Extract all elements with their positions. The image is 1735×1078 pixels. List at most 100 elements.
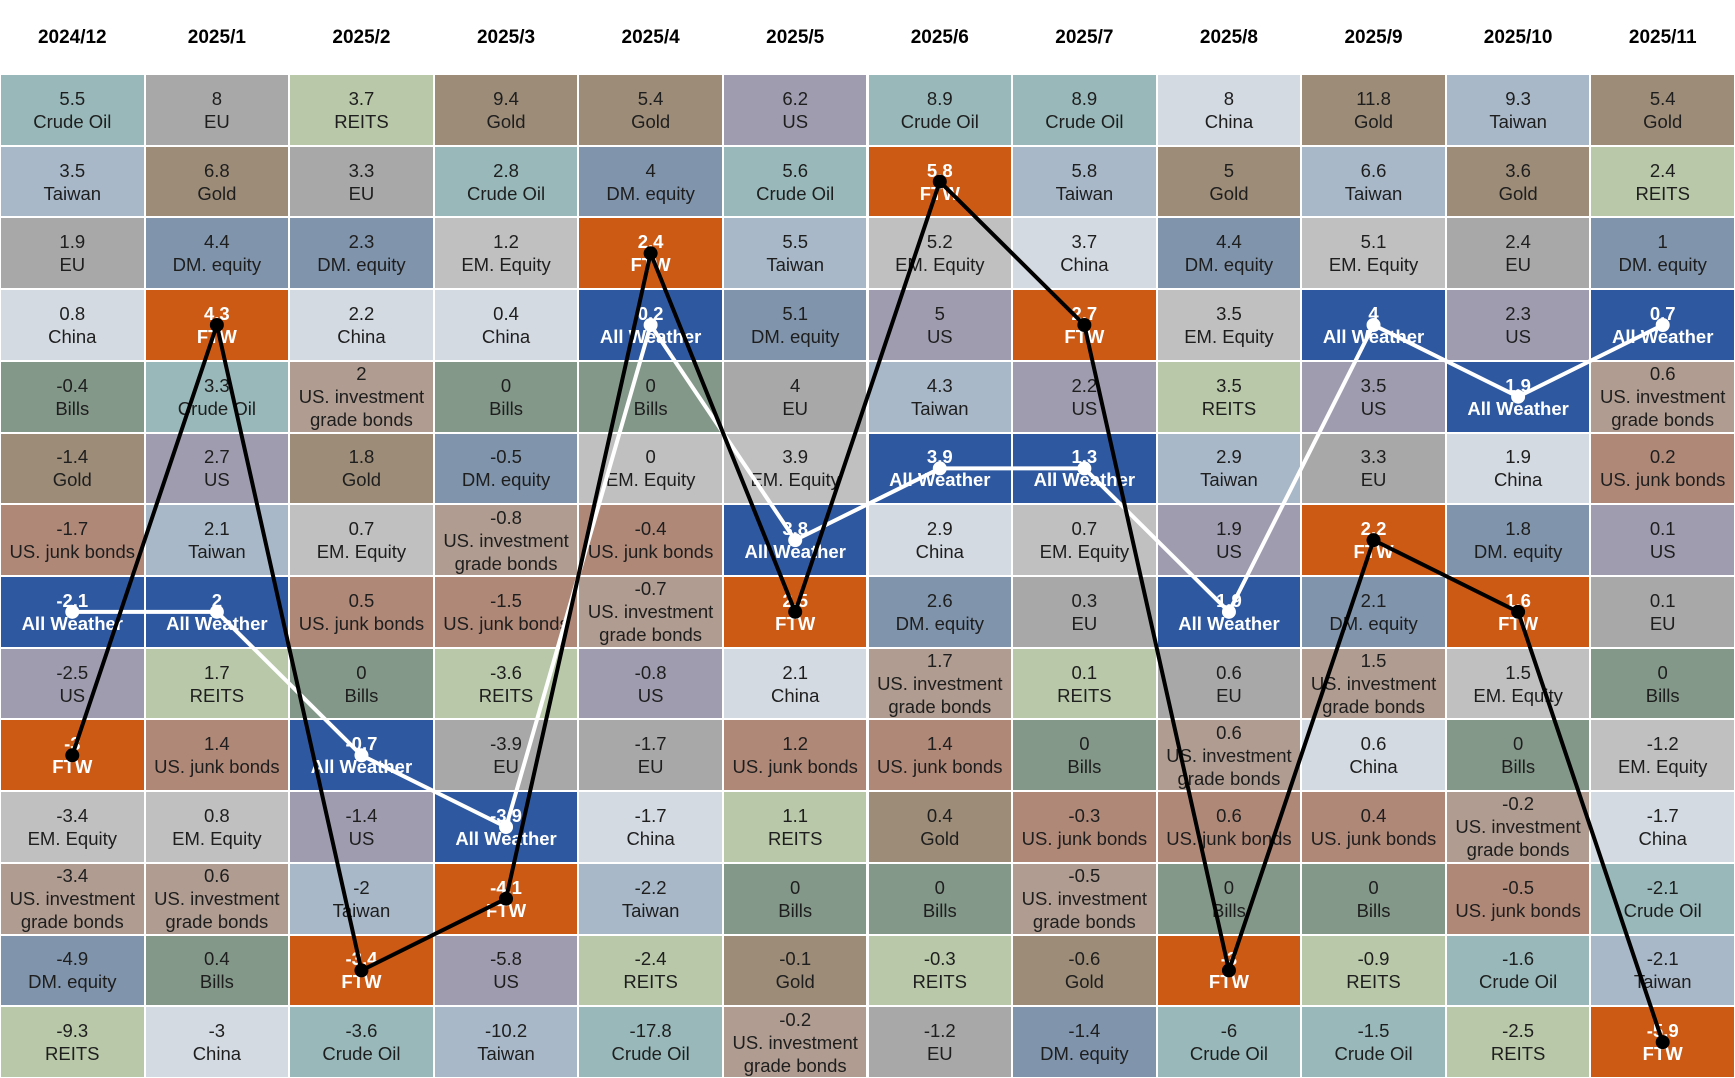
month-label: 2025/5 — [766, 27, 825, 48]
cell-label: Gold — [775, 971, 815, 993]
cell-gold: 9.4 Gold — [434, 75, 578, 145]
cell-value: 3.8 — [782, 518, 809, 540]
cell-label: US. investment — [1455, 816, 1581, 838]
cell-label: grade bonds — [743, 1054, 847, 1076]
cell-em-equity: 1.5 EM. Equity — [1446, 648, 1590, 719]
cell-value: 0 — [934, 876, 945, 898]
cell-label: Taiwan — [477, 1043, 535, 1065]
cell-label: US — [1649, 541, 1676, 563]
cell-us: 2.2 US — [1013, 361, 1156, 432]
cell-value: 3.3 — [348, 159, 375, 181]
cell-label: US — [493, 971, 519, 993]
cell-dm-equity: -0.5 DM. equity — [434, 433, 578, 504]
cell-reits: 1.1 REITS — [723, 792, 867, 862]
cell-eu: 1.9 EU — [1, 218, 144, 289]
cell-dm-equity: 4.4 DM. equity — [145, 218, 289, 289]
cell-gold: -0.6 Gold — [1013, 935, 1156, 1006]
cell-value: 0.7 — [348, 518, 375, 540]
cell-label: China — [771, 684, 820, 706]
cell-em-equity: 3.9 EM. Equity — [723, 433, 867, 504]
cell-reits: -2.5 REITS — [1446, 1007, 1590, 1077]
cell-value: 3.3 — [1360, 446, 1387, 468]
cell-label: US. junk bonds — [443, 612, 569, 634]
cell-value: 1.8 — [348, 446, 375, 468]
cell-label: grade bonds — [599, 624, 703, 646]
cell-label: Crude Oil — [1623, 899, 1702, 921]
cell-value: -0.7 — [634, 578, 667, 600]
cell-value: 1.9 — [1505, 374, 1531, 396]
cell-all-weather: 2 All Weather — [145, 577, 289, 647]
month-label: 2025/3 — [476, 27, 536, 48]
cell-em-equity: 3.5 EM. Equity — [1157, 290, 1301, 360]
cell-value: -10.2 — [484, 1020, 528, 1042]
month-label: 2024/12 — [37, 27, 107, 48]
cell-label: FTW — [341, 971, 382, 993]
cell-us-junk-bonds: -0.3 US. junk bonds — [1013, 792, 1156, 862]
cell-label: EM. Equity — [895, 254, 985, 276]
cell-value: 2.1 — [204, 518, 230, 540]
cell-gold: 3.6 Gold — [1446, 146, 1590, 217]
cell-value: 0.7 — [1649, 302, 1676, 324]
cell-label: DM. equity — [317, 254, 406, 276]
cell-value: 2.1 — [1360, 589, 1387, 611]
month-label: 2025/7 — [1055, 27, 1114, 48]
cell-reits: -0.3 REITS — [868, 935, 1012, 1006]
cell-value: 4.3 — [204, 302, 230, 324]
cell-label: grade bonds — [1466, 839, 1570, 861]
cell-all-weather: 1.9 All Weather — [1157, 577, 1301, 647]
cell-label: EM. Equity — [316, 541, 407, 563]
cell-value: -1.7 — [634, 733, 667, 755]
cell-crude-oil: -2.1 Crude Oil — [1591, 863, 1734, 934]
cell-label: Bills — [55, 397, 90, 419]
cell-label: DM. equity — [1329, 612, 1418, 634]
cell-label: EU — [1505, 254, 1531, 276]
cell-value: 1.7 — [204, 661, 230, 683]
cell-label: China — [1493, 469, 1543, 491]
cell-gold: 5.4 Gold — [1591, 75, 1734, 145]
cell-value: 0.4 — [204, 948, 230, 970]
cell-bills: 0.4 Bills — [145, 935, 289, 1006]
cell-value: 0.4 — [493, 302, 519, 324]
cell-value: 3.5 — [59, 159, 86, 181]
cell-label: REITS — [1201, 397, 1257, 419]
cell-taiwan: 9.3 Taiwan — [1446, 75, 1590, 145]
cell-value: 0.6 — [1216, 721, 1242, 743]
cell-value: 1 — [1657, 231, 1668, 253]
cell-label: All Weather — [1467, 397, 1569, 419]
cell-label: REITS — [912, 971, 968, 993]
cell-value: 2.3 — [348, 231, 375, 253]
cell-us: -5.8 US — [434, 935, 578, 1006]
cell-label: DM. equity — [1040, 1043, 1129, 1065]
cell-label: EM. Equity — [605, 469, 696, 491]
cell-value: 4 — [645, 159, 656, 181]
cell-label: EM. Equity — [1039, 541, 1130, 563]
cell-value: -1.5 — [1357, 1020, 1390, 1042]
cell-value: -3.9 — [490, 733, 522, 755]
cell-em-equity: 5.1 EM. Equity — [1302, 218, 1445, 289]
cell-value: 1.4 — [926, 733, 953, 755]
cell-value: -1.4 — [345, 804, 378, 826]
cell-value: 0 — [1223, 876, 1235, 898]
cell-value: 2.1 — [782, 661, 809, 683]
cell-label: grade bonds — [310, 409, 413, 431]
cell-value: -1.4 — [1068, 1020, 1101, 1042]
cell-label: All Weather — [1178, 612, 1280, 634]
month-label: 2025/2 — [332, 27, 391, 48]
cell-value: -5.9 — [1646, 1020, 1679, 1042]
cell-label: US. junk bonds — [877, 756, 1003, 778]
cell-value: 0.4 — [1360, 804, 1387, 826]
cell-value: 4 — [790, 374, 801, 396]
cell-label: Gold — [341, 469, 381, 491]
cell-bills: 0 Bills — [1591, 648, 1734, 719]
cell-label: Taiwan — [1055, 182, 1114, 204]
cell-value: 1.5 — [1505, 661, 1531, 683]
cell-gold: 1.8 Gold — [290, 433, 433, 504]
cell-value: 2.8 — [493, 159, 519, 181]
cell-value: 5.4 — [1649, 87, 1676, 109]
cell-value: 0.1 — [1649, 589, 1676, 611]
cell-label: US. investment — [1599, 386, 1726, 408]
cell-label: REITS — [334, 110, 389, 132]
cell-value: 0.6 — [1216, 661, 1242, 683]
cell-label: EM. Equity — [461, 254, 551, 276]
cell-label: EM. Equity — [1617, 756, 1708, 778]
